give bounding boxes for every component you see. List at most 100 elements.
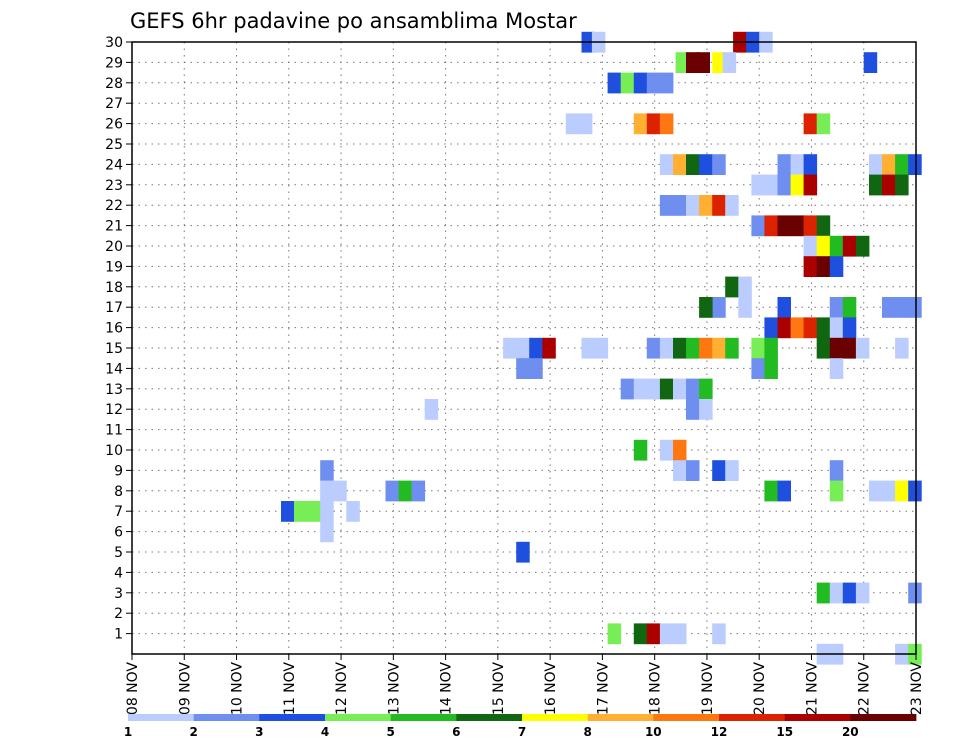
heatmap-cell — [895, 174, 909, 196]
legend-label: 10 — [645, 725, 662, 739]
heatmap-cell — [516, 541, 530, 563]
heatmap-cell — [712, 52, 726, 73]
heatmap-cell — [855, 235, 870, 257]
heatmap-cell — [620, 378, 635, 400]
heatmap-cell — [686, 52, 700, 73]
y-tick-label: 17 — [105, 300, 123, 316]
legend-swatch — [456, 714, 523, 721]
heatmap-cell — [529, 337, 543, 359]
x-tick-label: 15 NOV — [491, 662, 507, 716]
heatmap-cell — [294, 501, 308, 522]
y-tick-label: 1 — [114, 627, 123, 643]
legend-swatch — [850, 714, 917, 721]
heatmap-cell — [529, 358, 543, 379]
heatmap-cell — [633, 72, 648, 94]
heatmap-cell — [346, 501, 360, 522]
heatmap-cell — [790, 317, 805, 339]
heatmap-cell — [829, 460, 844, 481]
heatmap-cell — [699, 195, 713, 216]
y-axis: 1234567891011121314151617181920212223242… — [105, 35, 132, 643]
heatmap-cell — [855, 337, 870, 359]
heatmap-cell — [842, 337, 857, 359]
y-tick-label: 22 — [105, 198, 123, 214]
heatmap-cell — [578, 113, 593, 135]
heatmap-cell — [829, 480, 844, 502]
heatmap-cell — [673, 337, 687, 359]
y-tick-label: 24 — [105, 157, 123, 173]
legend-swatch — [587, 714, 654, 721]
heatmap-cell — [659, 154, 674, 175]
heatmap-cell — [659, 195, 674, 216]
x-tick-label: 14 NOV — [439, 662, 455, 716]
heatmap-cell — [659, 439, 674, 461]
heatmap-cell — [307, 501, 321, 522]
heatmap-cell — [607, 623, 622, 645]
heatmap-cell — [673, 378, 687, 400]
heatmap-cell — [686, 460, 700, 481]
heatmap-cell — [863, 52, 878, 73]
heatmap-cell — [829, 337, 844, 359]
x-axis: 08 NOV 09 NOV 10 NOV 11 NOV 12 NOV 13 NOV 14 N… — [125, 654, 925, 715]
heatmap-cell — [777, 297, 791, 318]
heatmap-cell — [777, 174, 791, 196]
heatmap-cell — [712, 297, 726, 318]
y-tick-label: 13 — [105, 382, 123, 398]
heatmap-cell — [790, 154, 805, 175]
heatmap-cell — [646, 337, 661, 359]
heatmap-cell — [699, 337, 713, 359]
heatmap-cell — [675, 52, 690, 73]
legend-label: 8 — [584, 725, 592, 739]
heatmap-cell — [869, 174, 883, 196]
heatmap-cell — [594, 337, 609, 359]
heatmap-cell — [333, 480, 347, 502]
y-tick-label: 3 — [114, 586, 123, 602]
legend-label: 15 — [776, 725, 793, 739]
heatmap-cell — [565, 113, 580, 135]
heatmap-cell — [764, 480, 778, 502]
heatmap-cell — [712, 460, 726, 481]
heatmap-cell — [751, 358, 765, 379]
heatmap-cell — [829, 297, 844, 318]
heatmap-cell — [816, 337, 831, 359]
legend-label: 20 — [842, 725, 859, 739]
heatmap-cell — [764, 317, 778, 339]
legend-swatch — [259, 714, 326, 721]
heatmap-cell — [869, 154, 883, 175]
heatmap-cell — [803, 215, 818, 237]
heatmap-cell — [659, 623, 674, 645]
y-tick-label: 21 — [105, 219, 123, 235]
color-legend: 1 2 3 4 5 6 7 8 10 12 15 20 — [124, 714, 917, 739]
y-tick-label: 23 — [105, 178, 123, 194]
heatmap-cell — [829, 235, 844, 257]
heatmap-cell — [816, 317, 831, 339]
heatmap-cell — [816, 256, 831, 277]
legend-swatch — [193, 714, 260, 721]
heatmap-cell — [790, 215, 805, 237]
y-tick-label: 28 — [105, 76, 123, 92]
heatmap-cell — [686, 378, 700, 400]
heatmap-cell — [620, 72, 635, 94]
heatmap-cell — [712, 195, 726, 216]
heatmap-cell — [696, 52, 710, 73]
heatmap-cell — [659, 337, 674, 359]
y-tick-label: 14 — [105, 361, 123, 377]
legend-swatch — [325, 714, 392, 721]
heatmap-cell — [633, 378, 648, 400]
legend-swatch — [784, 714, 851, 721]
x-tick-label: 09 NOV — [177, 662, 193, 716]
heatmap-cell — [882, 154, 896, 175]
heatmap-cell — [764, 174, 778, 196]
heatmap-cell — [751, 337, 765, 359]
x-tick-label: 17 NOV — [595, 662, 611, 716]
x-tick-label: 11 NOV — [282, 662, 298, 716]
heatmap-cell — [751, 215, 765, 237]
heatmap-cell — [803, 235, 818, 257]
y-tick-label: 11 — [105, 423, 123, 439]
heatmap-cell — [829, 256, 844, 277]
heatmap-cell — [699, 154, 713, 175]
heatmap-cell — [673, 623, 687, 645]
heatmap-cell — [686, 154, 700, 175]
heatmap-cell — [855, 582, 870, 604]
heatmap-cell — [725, 195, 739, 216]
data-cells — [281, 31, 922, 665]
